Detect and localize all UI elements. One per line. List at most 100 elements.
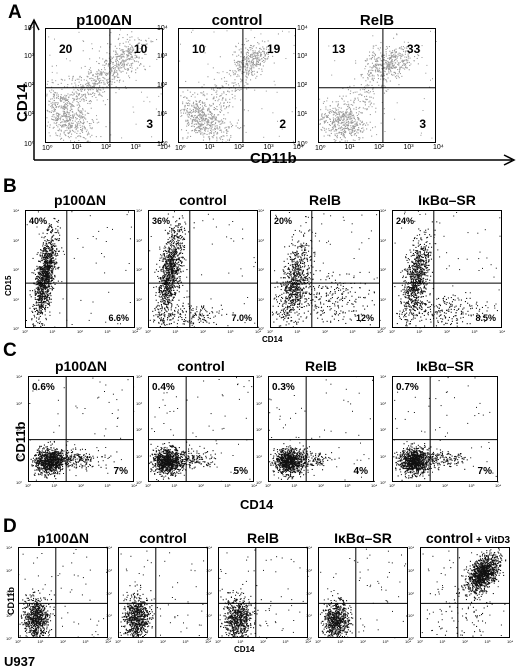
x-tick-label: 10⁰ xyxy=(265,483,272,488)
quadrant-value-ul: 20% xyxy=(274,216,293,226)
x-tick-label: 10² xyxy=(374,144,385,151)
scatter-plot: 10⁰ 10⁰ 10¹ 10¹ 10² 10² 10³ 10³ 10⁴ 10⁴ xyxy=(106,545,211,644)
panel-letter-a: A xyxy=(8,2,22,23)
y-tick-label: 10³ xyxy=(6,567,12,573)
dot-plot xyxy=(270,210,381,328)
y-tick-label: 10² xyxy=(136,427,142,432)
y-tick-label: 10² xyxy=(106,590,112,596)
x-tick-label: 10¹ xyxy=(137,639,144,644)
scatter-plot: 10⁰ 10⁰ 10¹ 10¹ 10² 10² 10³ 10³ 10⁴ 10⁴ 24% 8.5% xyxy=(380,208,505,334)
scatter-plot: 10⁰ 10⁰ 10¹ 10¹ 10² 10² 10³ 10³ 10⁴ 10⁴ xyxy=(408,545,513,644)
y-tick-label: 10⁴ xyxy=(24,24,35,32)
y-tick-label: 10⁰ xyxy=(24,140,35,148)
quadrant-value-lr: 4% xyxy=(353,466,368,477)
y-tick-label: 10⁴ xyxy=(380,208,387,213)
y-axis-label: CD15 xyxy=(4,275,13,296)
x-tick-label: 10² xyxy=(101,144,112,151)
dot-plot xyxy=(18,547,108,638)
y-tick-label: 10² xyxy=(24,82,35,89)
x-tick-label: 10⁴ xyxy=(499,329,506,334)
y-tick-label: 10¹ xyxy=(297,110,308,118)
x-tick-label: 10¹ xyxy=(415,483,422,488)
dot-plot xyxy=(420,547,510,639)
axis-arrows xyxy=(28,18,516,166)
dot-plot xyxy=(218,547,309,639)
x-tick-label: 10³ xyxy=(104,483,111,488)
y-tick-label: 10⁰ xyxy=(6,636,13,641)
plot-title: p100ΔN xyxy=(54,358,108,374)
quadrant-value-ul: 13 xyxy=(332,42,346,56)
y-tick-label: 10⁰ xyxy=(297,140,308,148)
x-tick-label: 10⁰ xyxy=(145,483,152,488)
y-tick-label: 10¹ xyxy=(258,296,264,302)
quadrant-value-lr: 8.5% xyxy=(475,313,496,323)
y-tick-label: 10² xyxy=(13,267,19,272)
plot-title: p100ΔN xyxy=(36,530,90,546)
x-tick-label: 10⁴ xyxy=(495,483,502,488)
quadrant-value-lr: 3 xyxy=(146,117,153,131)
plot-title: p100ΔN xyxy=(76,12,132,29)
x-tick-label: 10¹ xyxy=(51,483,58,488)
plot-title: IκBα–SR xyxy=(416,358,474,374)
x-tick-label: 10² xyxy=(198,483,204,488)
y-tick-label: 10⁰ xyxy=(380,326,387,331)
x-tick-label: 10⁴ xyxy=(131,483,138,488)
dot-plot xyxy=(392,376,499,483)
y-tick-label: 10³ xyxy=(380,237,386,243)
dot-plot xyxy=(148,376,254,482)
x-tick-label: 10⁰ xyxy=(22,329,29,334)
y-tick-label: 10³ xyxy=(157,53,168,61)
y-tick-label: 10² xyxy=(157,82,168,89)
x-tick-label: 10³ xyxy=(227,329,234,334)
quadrant-value-ul: 0.6% xyxy=(32,382,55,393)
panel-letter-b: B xyxy=(3,176,17,197)
x-tick-label: 10³ xyxy=(263,144,274,151)
y-tick-label: 10³ xyxy=(297,53,308,61)
plot-title: RelB xyxy=(359,12,395,29)
y-tick-label: 10¹ xyxy=(380,296,386,302)
x-tick-label: 10⁰ xyxy=(315,145,326,152)
y-tick-label: 10¹ xyxy=(157,110,168,118)
x-tick-label: 10¹ xyxy=(204,144,215,151)
scatter-plot: 10⁰ 10⁰ 10¹ 10¹ 10² 10² 10³ 10³ 10⁴ 10⁴ 40% 6.6% xyxy=(13,208,138,334)
x-tick-label: 10³ xyxy=(82,639,89,644)
y-tick-label: 10⁰ xyxy=(256,480,263,485)
x-tick-label: 10² xyxy=(260,639,266,644)
scatter-plot: 10⁰ 10⁰ 10¹ 10¹ 10² 10² 10³ 10³ 10⁴ 10⁴ 0.4% 5% xyxy=(136,374,257,488)
y-tick-label: 10³ xyxy=(380,400,386,406)
x-tick-label: 10⁰ xyxy=(145,329,152,334)
quadrant-value-ul: 36% xyxy=(152,216,171,226)
y-tick-label: 10⁰ xyxy=(157,140,168,148)
y-tick-label: 10⁰ xyxy=(16,480,23,485)
plot-title: control xyxy=(139,530,187,546)
x-axis-label: CD14 xyxy=(240,497,274,512)
x-tick-label: 10¹ xyxy=(49,329,56,334)
x-tick-label: 10³ xyxy=(471,329,478,334)
y-tick-label: 10³ xyxy=(256,400,262,406)
quadrant-value-ul: 40% xyxy=(29,216,48,226)
x-tick-label: 10³ xyxy=(130,144,141,151)
x-tick-label: 10² xyxy=(60,639,66,644)
x-tick-label: 10⁴ xyxy=(433,144,444,151)
quadrant-value-lr: 6.6% xyxy=(108,313,129,323)
y-tick-label: 10⁰ xyxy=(380,480,387,485)
x-tick-label: 10³ xyxy=(104,329,111,334)
y-tick-label: 10² xyxy=(256,427,262,432)
y-tick-label: 10⁴ xyxy=(256,374,263,379)
y-tick-label: 10⁴ xyxy=(297,24,308,32)
dot-plot xyxy=(148,210,259,328)
x-tick-label: 10¹ xyxy=(337,639,344,644)
plot-title: control xyxy=(179,192,227,208)
dot-plot xyxy=(25,210,135,328)
plot-title: RelB xyxy=(309,192,341,208)
scatter-plot: 10⁰ 10⁰ 10¹ 10¹ 10² 10² 10³ 10³ 10⁴ 10⁴ 0.3% 4% xyxy=(256,374,377,488)
y-tick-label: 10⁴ xyxy=(306,545,313,550)
y-tick-label: 10³ xyxy=(136,400,142,406)
x-tick-label: 10³ xyxy=(382,639,389,644)
quadrant-value-ul: 24% xyxy=(396,216,415,226)
y-tick-label: 10¹ xyxy=(256,453,262,459)
x-tick-label: 10² xyxy=(77,329,83,334)
y-tick-label: 10¹ xyxy=(6,613,12,619)
y-tick-label: 10¹ xyxy=(408,613,414,619)
